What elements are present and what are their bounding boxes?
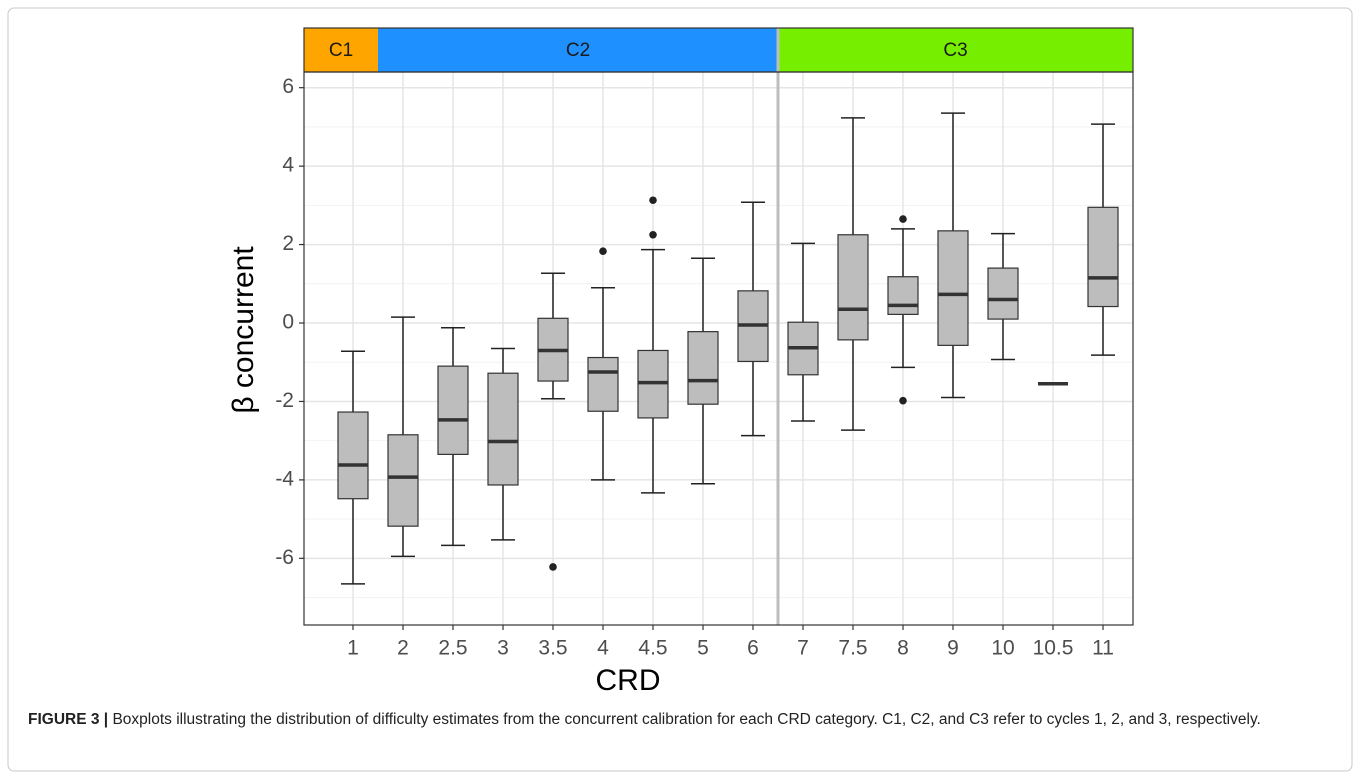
- x-axis-label: CRD: [596, 664, 661, 697]
- box: [887, 276, 919, 315]
- cycle-strip: [778, 28, 1133, 72]
- y-tick-label: -2: [275, 389, 294, 412]
- box: [437, 365, 469, 455]
- box: [987, 267, 1019, 320]
- box: [387, 434, 419, 527]
- caption: FIGURE 3 | Boxplots illustrating the dis…: [28, 708, 1328, 731]
- box: [587, 356, 619, 412]
- caption-text: Boxplots illustrating the distribution o…: [112, 711, 1261, 728]
- x-tick-label: 2: [397, 637, 409, 660]
- y-tick-label: 2: [282, 232, 294, 255]
- caption-label: FIGURE 3 |: [28, 711, 109, 728]
- cycle-strip: [378, 28, 778, 72]
- x-tick-label: 11: [1092, 637, 1114, 660]
- y-tick-label: 0: [282, 311, 294, 334]
- outlier: [899, 396, 907, 405]
- strip-border: [303, 27, 1134, 73]
- y-axis-label: β concurrent: [227, 246, 260, 414]
- x-tick-label: 7.5: [838, 637, 867, 660]
- cycle-label: C3: [943, 40, 967, 61]
- x-tick-label: 3: [497, 637, 509, 660]
- y-tick-label: 6: [282, 75, 294, 98]
- outlier: [899, 215, 907, 223]
- x-tick-label: 6: [747, 637, 759, 660]
- y-tick-label: -4: [275, 467, 294, 490]
- box: [1087, 206, 1119, 308]
- x-tick-label: 3.5: [538, 637, 567, 660]
- box: [487, 372, 519, 486]
- x-tick-label: 8: [897, 637, 909, 660]
- cycle-strip: [304, 28, 378, 72]
- figure-border: [7, 7, 1353, 772]
- x-tick-label: 4: [597, 637, 609, 660]
- box: [937, 230, 969, 346]
- x-tick-label: 7: [797, 637, 809, 660]
- cycle-label: C2: [566, 40, 590, 61]
- x-tick-label: 10.5: [1033, 637, 1074, 660]
- x-tick-label: 9: [947, 637, 959, 660]
- outlier: [549, 563, 557, 571]
- x-tick-label: 4.5: [638, 637, 667, 660]
- x-tick-label: 10: [991, 637, 1014, 660]
- cycle-label: C1: [329, 40, 353, 61]
- outlier: [649, 230, 657, 239]
- y-tick-label: 4: [282, 154, 294, 177]
- outlier: [599, 247, 607, 256]
- y-tick-label: -6: [275, 546, 294, 569]
- x-tick-label: 2.5: [438, 637, 467, 660]
- box: [837, 234, 869, 341]
- x-tick-label: 1: [347, 637, 359, 660]
- x-tick-label: 5: [697, 637, 709, 660]
- box: [337, 411, 369, 500]
- outlier: [649, 196, 657, 205]
- box: [687, 331, 719, 405]
